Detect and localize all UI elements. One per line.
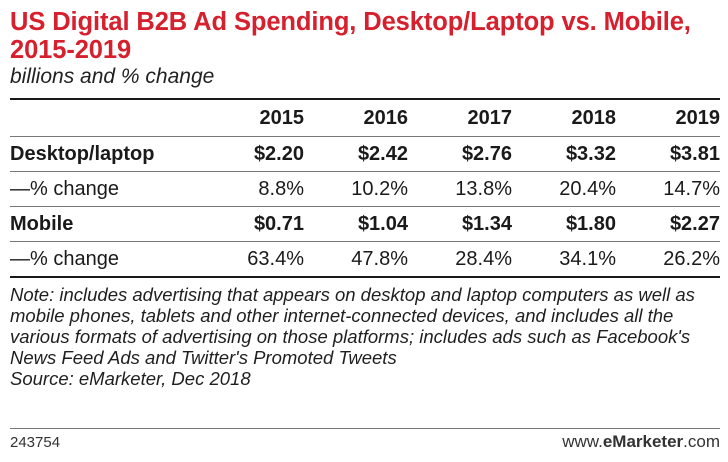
header-cell-2017: 2017 bbox=[467, 106, 513, 129]
table-cell: 47.8% bbox=[351, 247, 408, 270]
table-cell: 10.2% bbox=[351, 177, 408, 200]
row-label: Desktop/laptop bbox=[10, 142, 155, 165]
table-cell: $1.80 bbox=[565, 212, 616, 235]
page-title: US Digital B2B Ad Spending, Desktop/Lapt… bbox=[10, 8, 691, 64]
table-cell: $0.71 bbox=[253, 212, 304, 235]
header-cell-label bbox=[10, 100, 200, 137]
header-cell-2016: 2016 bbox=[363, 106, 409, 129]
table-cell: 63.4% bbox=[247, 247, 304, 270]
data-table: 2015 2016 2017 2018 2019 Desktop/laptop … bbox=[10, 100, 720, 276]
table-cell: 34.1% bbox=[559, 247, 616, 270]
table-row: Desktop/laptop $2.20 $2.42 $2.76 $3.32 $… bbox=[10, 136, 720, 172]
table-cell: 20.4% bbox=[559, 177, 616, 200]
table-row: —% change 63.4% 47.8% 28.4% 34.1% 26.2% bbox=[10, 241, 720, 277]
chart-id: 243754 bbox=[10, 434, 61, 451]
footnote: Note: includes advertising that appears … bbox=[10, 284, 695, 368]
row-label: Mobile bbox=[10, 212, 74, 235]
bottom-rule bbox=[10, 276, 720, 278]
table-cell: 13.8% bbox=[455, 177, 512, 200]
row-label: —% change bbox=[10, 177, 119, 200]
source-line: Source: eMarketer, Dec 2018 bbox=[10, 368, 251, 389]
table-row: Mobile $0.71 $1.04 $1.34 $1.80 $2.27 bbox=[10, 206, 720, 242]
header-cell-2018: 2018 bbox=[571, 106, 617, 129]
table-cell: 8.8% bbox=[258, 177, 304, 200]
brand-logo: www.eMarketer.com bbox=[562, 432, 720, 452]
table-cell: $1.04 bbox=[357, 212, 408, 235]
header-cell-2015: 2015 bbox=[259, 106, 305, 129]
brand-name: Marketer bbox=[612, 432, 684, 451]
table-cell: 28.4% bbox=[455, 247, 512, 270]
table-cell: $2.20 bbox=[253, 142, 304, 165]
table-cell: $1.34 bbox=[461, 212, 512, 235]
header-row: 2015 2016 2017 2018 2019 bbox=[10, 100, 721, 137]
subtitle: billions and % change bbox=[10, 65, 215, 88]
table-cell: $2.76 bbox=[461, 142, 512, 165]
brand-suffix: .com bbox=[683, 432, 720, 451]
row-label: —% change bbox=[10, 247, 119, 270]
table-cell: $2.42 bbox=[357, 142, 408, 165]
header-cell-2019: 2019 bbox=[675, 106, 721, 129]
table-cell: $3.81 bbox=[669, 142, 720, 165]
table-cell: $2.27 bbox=[669, 212, 720, 235]
table-cell: $3.32 bbox=[565, 142, 616, 165]
top-rule bbox=[10, 98, 720, 100]
table-cell: 26.2% bbox=[663, 247, 720, 270]
table-row: —% change 8.8% 10.2% 13.8% 20.4% 14.7% bbox=[10, 171, 720, 207]
chart-container: US Digital B2B Ad Spending, Desktop/Lapt… bbox=[10, 8, 720, 389]
brand-e: e bbox=[602, 432, 613, 451]
table-cell: 14.7% bbox=[663, 177, 720, 200]
brand-prefix: www. bbox=[562, 432, 603, 451]
footer: 243754 www.eMarketer.com bbox=[10, 428, 720, 455]
